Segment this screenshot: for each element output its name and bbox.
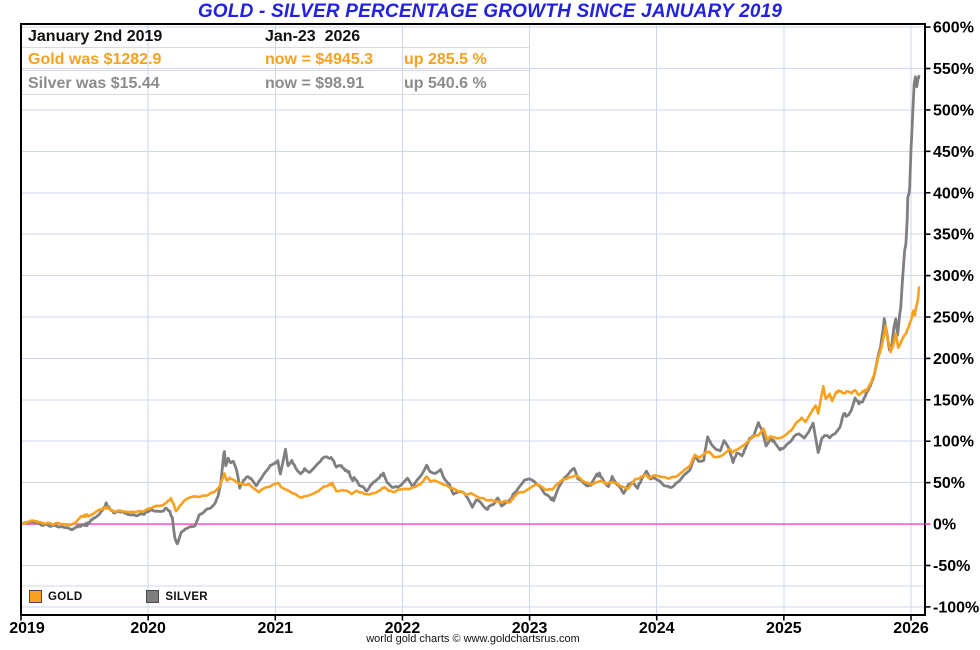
footer-credit: world gold charts © www.goldchartsrus.co…	[366, 633, 580, 645]
start-date-label: January 2nd 2019	[28, 28, 163, 45]
x-tick-label: 2025	[766, 620, 802, 637]
series-lines	[21, 74, 921, 546]
y-tick-label: 200%	[933, 351, 974, 368]
annotation-row-divider	[22, 46, 530, 48]
y-tick-label: -50%	[933, 558, 970, 575]
series-line-gold	[21, 286, 921, 527]
y-tick-label: 550%	[933, 61, 974, 78]
y-tick-label: 500%	[933, 102, 974, 119]
x-tick-label: 2019	[9, 620, 45, 637]
series-line-silver	[21, 74, 921, 546]
gridlines	[21, 24, 925, 615]
legend-item-silver: SILVER	[146, 590, 208, 603]
annotation-row-divider	[22, 93, 530, 95]
end-date-label: Jan-23 2026	[265, 28, 361, 45]
y-tick-label: 150%	[933, 392, 974, 409]
plot-frame	[20, 23, 926, 616]
x-tick-label: 2024	[639, 620, 675, 637]
legend: GOLD SILVER	[29, 590, 208, 603]
y-tick-label: 50%	[933, 475, 965, 492]
x-tick-label: 2020	[130, 620, 166, 637]
gold-start-value: Gold was $1282.9	[28, 51, 162, 68]
legend-label-silver: SILVER	[165, 590, 208, 603]
x-tick-label: 2023	[512, 620, 548, 637]
y-tick-label: 300%	[933, 268, 974, 285]
legend-item-gold: GOLD	[29, 590, 82, 603]
y-tick-label: -100%	[933, 599, 979, 616]
y-tick-label: 600%	[933, 20, 974, 37]
y-tick-label: 450%	[933, 144, 974, 161]
page-title: GOLD - SILVER PERCENTAGE GROWTH SINCE JA…	[197, 1, 783, 22]
y-tick-label: 0%	[933, 517, 956, 534]
axis-labels: 600% 550% 500% 450% 400% 350% 300% 250% 200% 150%…	[9, 20, 979, 637]
silver-now-value: now = $98.91	[265, 75, 365, 92]
gold-growth-value: up 285.5 %	[404, 51, 487, 68]
y-tick-label: 100%	[933, 434, 974, 451]
x-tick-label: 2026	[893, 620, 929, 637]
legend-label-gold: GOLD	[48, 590, 83, 603]
annotation-row-divider	[22, 70, 530, 71]
gold-swatch-icon	[29, 590, 42, 603]
x-tick-label: 2022	[385, 620, 421, 637]
y-tick-label: 350%	[933, 227, 974, 244]
silver-swatch-icon	[146, 590, 160, 603]
silver-growth-value: up 540.6 %	[404, 75, 487, 92]
y-tick-label: 400%	[933, 185, 974, 202]
y-tick-label: 250%	[933, 310, 974, 327]
x-tick-label: 2021	[257, 620, 293, 637]
silver-start-value: Silver was $15.44	[28, 75, 160, 92]
gold-now-value: now = $4945.3	[265, 51, 374, 68]
